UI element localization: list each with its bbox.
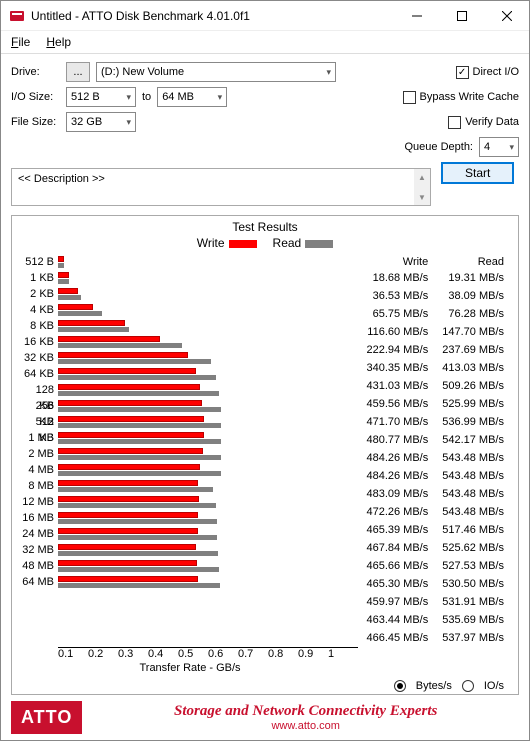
window-title: Untitled - ATTO Disk Benchmark 4.01.0f1 — [31, 9, 394, 23]
iosize-label: I/O Size: — [11, 91, 66, 103]
description-scrollbar[interactable]: ▲▼ — [414, 169, 430, 205]
queue-label: Queue Depth: — [405, 141, 474, 153]
verify-label: Verify Data — [465, 116, 519, 128]
iosize-from-select[interactable]: 512 B▾ — [66, 87, 136, 107]
drive-select[interactable]: (D:) New Volume▾ — [96, 62, 336, 82]
description-placeholder: << Description >> — [18, 173, 105, 201]
app-icon — [9, 8, 25, 24]
start-button[interactable]: Start — [441, 162, 514, 184]
units-radios: Bytes/s IO/s — [18, 680, 512, 692]
footer-url[interactable]: www.atto.com — [92, 720, 519, 732]
direct-io-label: Direct I/O — [473, 66, 519, 78]
chart-ylabels: 512 B1 KB2 KB4 KB8 KB16 KB32 KB64 KB128 … — [18, 254, 58, 648]
iosize-to-select[interactable]: 64 MB▾ — [157, 87, 227, 107]
chart-xlabel: Transfer Rate - GB/s — [18, 662, 512, 674]
app-window: Untitled - ATTO Disk Benchmark 4.01.0f1 … — [0, 0, 530, 741]
bypass-checkbox[interactable] — [403, 91, 416, 104]
radio-bytes[interactable] — [394, 680, 406, 692]
minimize-button[interactable] — [394, 1, 439, 31]
close-button[interactable] — [484, 1, 529, 31]
footer: ATTO Storage and Network Connectivity Ex… — [11, 701, 519, 734]
filesize-label: File Size: — [11, 116, 66, 128]
queue-select[interactable]: 4▾ — [479, 137, 519, 157]
radio-io[interactable] — [462, 680, 474, 692]
chart-xaxis: 0.10.20.30.40.50.60.70.80.91 — [18, 648, 358, 660]
data-table: WriteRead 18.68 MB/s19.31 MB/s36.53 MB/s… — [358, 254, 512, 648]
menubar: File Help — [1, 31, 529, 54]
menu-help[interactable]: Help — [44, 33, 73, 51]
direct-io-checkbox[interactable]: ✓ — [456, 66, 469, 79]
iosize-to-label: to — [142, 91, 151, 103]
footer-tagline: Storage and Network Connectivity Experts… — [92, 703, 519, 732]
verify-checkbox[interactable] — [448, 116, 461, 129]
drive-browse-button[interactable]: ... — [66, 62, 90, 82]
atto-logo: ATTO — [11, 701, 82, 734]
description-box[interactable]: << Description >> ▲▼ — [11, 168, 431, 206]
results-panel: Test Results Write Read 512 B1 KB2 KB4 K… — [11, 215, 519, 695]
filesize-select[interactable]: 32 GB▾ — [66, 112, 136, 132]
drive-label: Drive: — [11, 66, 66, 78]
titlebar: Untitled - ATTO Disk Benchmark 4.01.0f1 — [1, 1, 529, 31]
chart-bars — [58, 254, 358, 648]
maximize-button[interactable] — [439, 1, 484, 31]
chart-legend: Write Read — [18, 236, 512, 250]
menu-file[interactable]: File — [9, 33, 32, 51]
bypass-label: Bypass Write Cache — [420, 91, 519, 103]
results-title: Test Results — [18, 220, 512, 234]
